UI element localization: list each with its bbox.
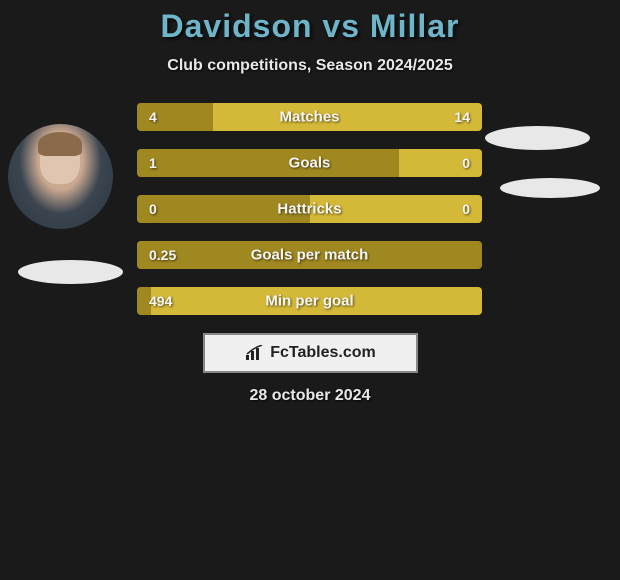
page-title: Davidson vs Millar xyxy=(0,8,620,45)
stat-label: Hattricks xyxy=(277,201,341,218)
stat-row-mpg: 494 Min per goal xyxy=(137,287,482,315)
player-right-name-oval xyxy=(500,178,600,198)
player-right-avatar-oval xyxy=(485,126,590,150)
stat-left-value: 0.25 xyxy=(149,247,176,263)
player-left-name-oval xyxy=(18,260,123,284)
subtitle: Club competitions, Season 2024/2025 xyxy=(0,57,620,75)
stat-label: Matches xyxy=(279,109,339,126)
stat-right-value: 0 xyxy=(462,155,470,171)
stat-right-value: 0 xyxy=(462,201,470,217)
stat-right-value: 14 xyxy=(454,109,470,125)
stat-label: Min per goal xyxy=(265,293,353,310)
stat-left-value: 1 xyxy=(149,155,157,171)
stat-left-value: 4 xyxy=(149,109,157,125)
player-left-avatar xyxy=(8,124,113,229)
date-text: 28 october 2024 xyxy=(0,387,620,405)
stat-left-value: 0 xyxy=(149,201,157,217)
stat-row-gpm: 0.25 Goals per match xyxy=(137,241,482,269)
chart-icon xyxy=(244,345,264,361)
stat-row-goals: 1 Goals 0 xyxy=(137,149,482,177)
stat-label: Goals xyxy=(289,155,331,172)
stat-left-value: 494 xyxy=(149,293,172,309)
brand-box: FcTables.com xyxy=(203,333,418,373)
stat-row-matches: 4 Matches 14 xyxy=(137,103,482,131)
stat-label: Goals per match xyxy=(251,247,369,264)
stat-row-hattricks: 0 Hattricks 0 xyxy=(137,195,482,223)
stat-bar-left xyxy=(137,149,399,177)
stat-bar-right xyxy=(213,103,482,131)
stats-container: 4 Matches 14 1 Goals 0 0 Hattricks 0 0.2… xyxy=(137,103,482,315)
comparison-card: Davidson vs Millar Club competitions, Se… xyxy=(0,0,620,405)
brand-text: FcTables.com xyxy=(270,344,376,362)
